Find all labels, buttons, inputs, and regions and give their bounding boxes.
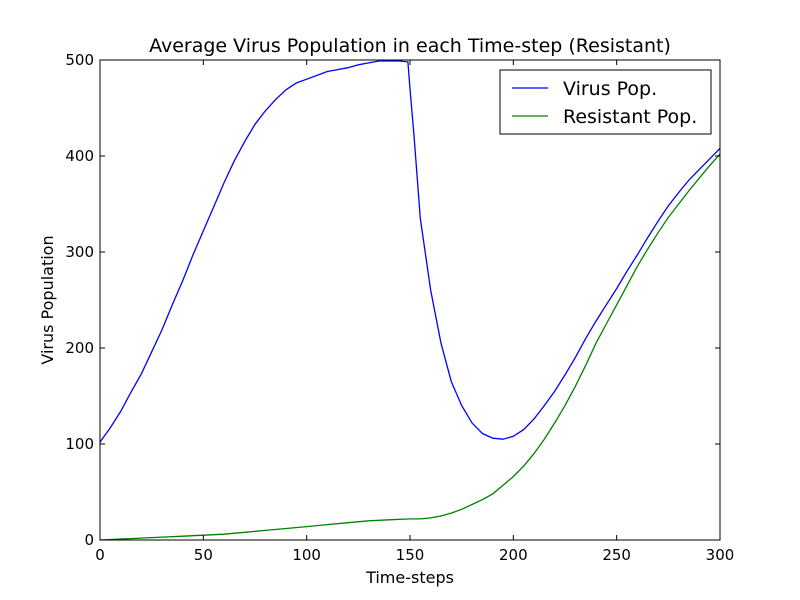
x-tick-label: 150 <box>396 546 425 564</box>
series-line-virus-pop <box>99 60 721 443</box>
chart-title: Average Virus Population in each Time-st… <box>149 35 671 57</box>
y-tick-label: 500 <box>65 51 94 69</box>
x-tick-label: 200 <box>499 546 528 564</box>
y-tick-label: 200 <box>65 339 94 357</box>
y-axis-title: Virus Population <box>38 235 57 364</box>
legend-label: Virus Pop. <box>563 78 657 100</box>
series-line-resistant-pop <box>99 153 721 541</box>
x-axis-title: Time-steps <box>365 568 454 587</box>
x-tick-label: 0 <box>95 546 105 564</box>
legend-label: Resistant Pop. <box>563 106 697 128</box>
legend-box <box>499 69 712 135</box>
x-tick-label: 50 <box>194 546 213 564</box>
x-tick-label: 300 <box>706 546 735 564</box>
plot-frame <box>99 59 721 541</box>
legend: Virus Pop. Resistant Pop. <box>499 69 712 135</box>
series-layer <box>99 60 721 541</box>
x-tick-label: 100 <box>292 546 321 564</box>
y-tick-label: 300 <box>65 243 94 261</box>
x-tick-label: 250 <box>602 546 631 564</box>
y-tick-label: 100 <box>65 435 94 453</box>
y-tick-label: 0 <box>84 531 94 549</box>
y-tick-label: 400 <box>65 147 94 165</box>
